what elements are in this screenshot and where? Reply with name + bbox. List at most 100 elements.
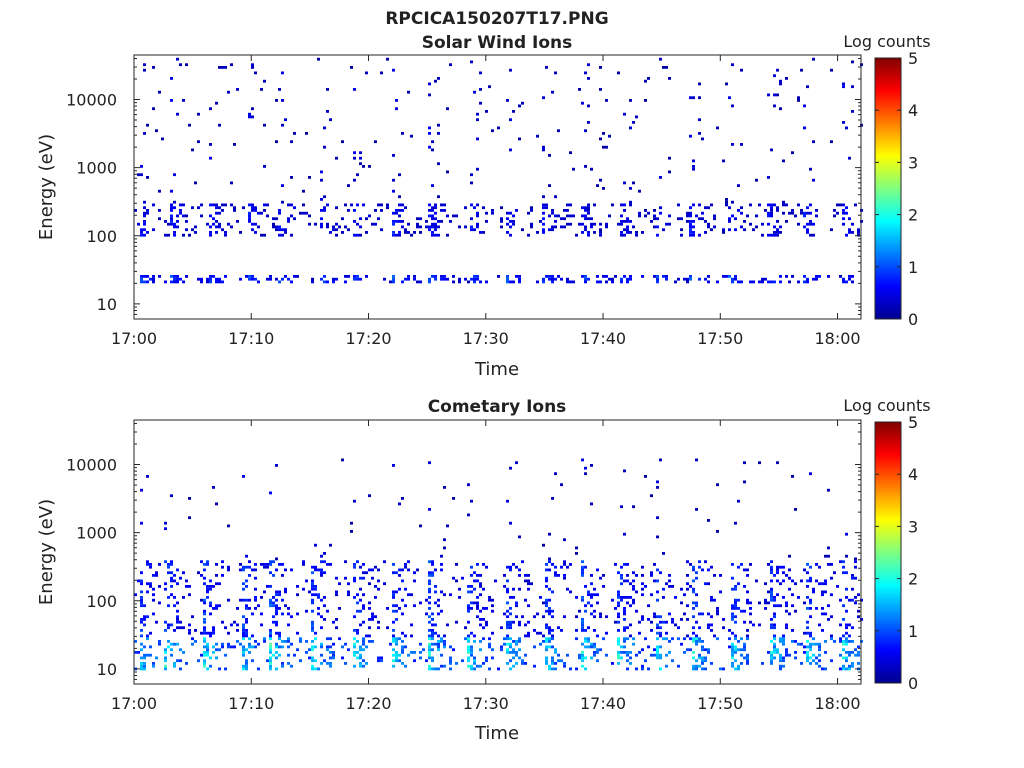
heatmap-cell <box>419 524 422 528</box>
heatmap-cell <box>392 604 395 608</box>
heatmap-cell <box>323 659 326 663</box>
heatmap-cell <box>434 206 437 210</box>
heatmap-cell <box>143 667 146 671</box>
heatmap-cell <box>272 574 275 577</box>
heatmap-cell <box>833 214 836 218</box>
heatmap-cell <box>602 145 605 149</box>
heatmap-cell <box>434 277 437 281</box>
heatmap-cell <box>311 587 314 591</box>
heatmap-cell <box>356 631 359 635</box>
heatmap-cell <box>587 601 590 605</box>
heatmap-cell <box>545 604 548 608</box>
heatmap-cell <box>419 651 422 654</box>
heatmap-cell <box>248 211 251 215</box>
heatmap-cell <box>641 565 644 569</box>
heatmap-cell <box>548 645 551 649</box>
heatmap-cell <box>149 585 152 588</box>
heatmap-cell <box>791 211 794 215</box>
heatmap-cell <box>170 653 173 657</box>
heatmap-cell <box>362 571 365 575</box>
heatmap-cell <box>344 560 347 564</box>
heatmap-cell <box>665 222 668 226</box>
heatmap-cell <box>686 587 689 591</box>
heatmap-cell <box>794 214 797 218</box>
heatmap-cell <box>800 579 803 583</box>
heatmap-cell <box>695 667 698 671</box>
heatmap-cell <box>248 607 251 610</box>
heatmap-cell <box>326 609 329 613</box>
heatmap-cell <box>311 667 314 671</box>
heatmap-cell <box>851 598 854 602</box>
heatmap-cell <box>413 275 416 278</box>
heatmap-cell <box>506 637 509 641</box>
heatmap-cell <box>404 587 407 591</box>
heatmap-cell <box>773 612 776 616</box>
heatmap-cell <box>200 574 203 577</box>
heatmap-cell <box>587 211 590 215</box>
heatmap-cell <box>209 601 212 605</box>
heatmap-cell <box>590 612 593 616</box>
heatmap-cell <box>212 631 215 635</box>
heatmap-cell <box>176 225 179 229</box>
heatmap-cell <box>812 57 815 61</box>
heatmap-cell <box>638 651 641 654</box>
heatmap-cell <box>695 458 698 462</box>
heatmap-cell <box>170 99 173 102</box>
heatmap-cell <box>236 607 239 610</box>
heatmap-cell <box>695 642 698 646</box>
heatmap-cell <box>437 77 440 80</box>
heatmap-cell <box>506 231 509 234</box>
heatmap-cell <box>245 598 248 602</box>
heatmap-cell <box>587 203 590 207</box>
heatmap-cell <box>692 637 695 641</box>
heatmap-cell <box>437 598 440 602</box>
heatmap-cell <box>551 275 554 278</box>
heatmap-cell <box>620 222 623 226</box>
heatmap-cell <box>191 637 194 641</box>
heatmap-cell <box>149 631 152 635</box>
heatmap-cell <box>425 598 428 602</box>
heatmap-cell <box>398 173 401 177</box>
heatmap-cell <box>806 640 809 643</box>
heatmap-cell <box>356 560 359 564</box>
heatmap-cell <box>191 615 194 619</box>
heatmap-cell <box>524 579 527 583</box>
heatmap-cell <box>245 631 248 635</box>
heatmap-cell <box>509 118 512 122</box>
heatmap-cell <box>320 170 323 174</box>
heatmap-cell <box>848 653 851 657</box>
heatmap-cell <box>779 280 782 284</box>
heatmap-cell <box>587 645 590 649</box>
heatmap-cell <box>497 667 500 671</box>
heatmap-cell <box>632 642 635 646</box>
heatmap-cell <box>566 203 569 207</box>
heatmap-cell <box>308 648 311 652</box>
heatmap-cell <box>242 631 245 635</box>
heatmap-cell <box>695 604 698 608</box>
heatmap-cell <box>392 620 395 624</box>
heatmap-cell <box>557 574 560 577</box>
heatmap-cell <box>839 623 842 627</box>
heatmap-cell <box>506 601 509 605</box>
heatmap-cell <box>257 604 260 608</box>
heatmap-cell <box>740 653 743 657</box>
heatmap-cell <box>242 623 245 627</box>
heatmap-cell <box>437 132 440 135</box>
heatmap-cell <box>842 656 845 660</box>
heatmap-cell <box>716 637 719 641</box>
heatmap-cell <box>392 277 395 281</box>
heatmap-cell <box>371 222 374 226</box>
heatmap-cell <box>287 217 290 221</box>
heatmap-cell <box>203 598 206 602</box>
heatmap-cell <box>428 651 431 654</box>
heatmap-cell <box>749 607 752 610</box>
heatmap-cell <box>257 280 260 284</box>
heatmap-cell <box>209 107 212 111</box>
heatmap-cell <box>200 203 203 207</box>
heatmap-cell <box>152 612 155 616</box>
heatmap-cell <box>578 222 581 226</box>
heatmap-cell <box>296 275 299 278</box>
heatmap-cell <box>353 275 356 278</box>
heatmap-cell <box>773 596 776 599</box>
heatmap-cell <box>680 228 683 232</box>
